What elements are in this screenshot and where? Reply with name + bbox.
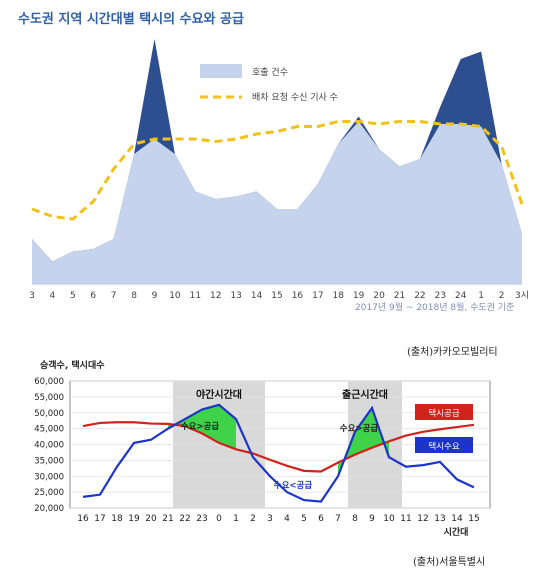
- x-tick-label: 10: [169, 291, 181, 301]
- demand-lt-supply-label: 수요<공급: [274, 481, 313, 491]
- x-tick-label: 8: [352, 514, 358, 524]
- chart2-xlabel: 시간대: [444, 526, 469, 538]
- x-tick-label: 16: [292, 291, 304, 301]
- driver-count-line: [31, 120, 524, 221]
- x-tick-label: 15: [271, 291, 282, 301]
- chart1-note: 2017년 9월 ~ 2018년 8월, 수도권 기준: [355, 303, 515, 313]
- x-tick-label: 22: [414, 291, 425, 301]
- x-tick-label: 15: [468, 514, 479, 524]
- y-tick-label: 40,000: [34, 441, 64, 451]
- night-band-label: 야간시간대: [196, 388, 242, 401]
- x-tick-label: 12: [417, 514, 428, 524]
- chart2-source: (출처)서울특별시: [413, 557, 486, 568]
- x-tick-label: 22: [179, 514, 190, 524]
- chart2-ylabel: 승객수, 택시대수: [40, 359, 105, 371]
- x-tick-label: 13: [434, 514, 445, 524]
- x-tick-label: 4: [50, 291, 56, 301]
- x-tick-label: 11: [400, 514, 411, 524]
- x-tick-label: 2: [250, 514, 256, 524]
- x-tick-label: 18: [111, 514, 123, 524]
- x-tick-label: 23: [435, 291, 446, 301]
- legend-supply-box: [415, 404, 473, 420]
- call-count-area: [32, 121, 522, 284]
- x-tick-label: 17: [312, 291, 323, 301]
- legend-demand-label: 택시수요: [428, 441, 459, 452]
- y-tick-label: 30,000: [34, 472, 64, 482]
- x-tick-label: 12: [210, 291, 221, 301]
- x-tick-label: 8: [131, 291, 137, 301]
- x-tick-label: 24: [455, 291, 467, 301]
- x-tick-label: 7: [111, 291, 117, 301]
- x-tick-label: 9: [369, 514, 375, 524]
- y-tick-label: 60,000: [34, 377, 64, 387]
- y-tick-label: 20,000: [34, 504, 64, 514]
- x-tick-label: 19: [128, 514, 140, 524]
- x-tick-label: 3: [29, 291, 35, 301]
- x-tick-label: 3: [267, 514, 273, 524]
- x-tick-label: 20: [145, 514, 157, 524]
- supply-line: [82, 421, 475, 473]
- x-tick-label: 9: [152, 291, 158, 301]
- chart1-source: (출처)카카오모빌리티: [407, 347, 498, 358]
- legend-supply-label: 택시공급: [428, 408, 459, 419]
- x-tick-label: 1: [233, 514, 239, 524]
- x-tick-label: 10: [383, 514, 395, 524]
- x-tick-label: 23: [196, 514, 207, 524]
- x-tick-label: 19: [353, 291, 365, 301]
- y-tick-label: 55,000: [34, 393, 64, 403]
- night-excess-area: [168, 404, 236, 450]
- y-tick-label: 50,000: [34, 409, 64, 419]
- legend-area-label: 호출 건수: [252, 67, 288, 78]
- x-tick-label: 20: [373, 291, 385, 301]
- commute-demand-gt-supply: 수요>공급: [340, 424, 379, 434]
- x-tick-label: 21: [162, 514, 173, 524]
- x-tick-label: 18: [333, 291, 345, 301]
- x-tick-label: 13: [230, 291, 241, 301]
- commute-band-label: 출근시간대: [342, 388, 388, 401]
- x-tick-label: 14: [251, 291, 263, 301]
- x-tick-label: 16: [77, 514, 89, 524]
- x-tick-label: 14: [451, 514, 463, 524]
- x-tick-label: 4: [284, 514, 290, 524]
- commute-excess-area: [338, 407, 389, 477]
- x-tick-label: 5: [70, 291, 76, 301]
- chart1-plot: 3 4 5 6 7 8 9 10 11 12 13 14 15 16 17 18 19 20 21 22 23 24 1 2 3…: [29, 39, 529, 301]
- demand-line: [82, 403, 475, 503]
- x-tick-label: 11: [190, 291, 201, 301]
- night-demand-gt-supply: 수요>공급: [181, 422, 220, 432]
- x-tick-label: 21: [394, 291, 405, 301]
- x-tick-label: 17: [94, 514, 105, 524]
- x-tick-label: 5: [301, 514, 307, 524]
- y-tick-label: 35,000: [34, 456, 64, 466]
- x-tick-label: 6: [318, 514, 324, 524]
- legend-line-label: 배차 요청 수신 기사 수: [252, 91, 338, 103]
- chart1-title: 수도권 지역 시간대별 택시의 수요와 공급: [18, 12, 244, 27]
- y-tick-label: 25,000: [34, 488, 64, 498]
- x-tick-label: 3시: [515, 290, 529, 301]
- x-tick-label: 2: [499, 291, 505, 301]
- x-tick-label: 7: [335, 514, 341, 524]
- y-tick-label: 45,000: [34, 425, 64, 435]
- x-tick-label: 0: [216, 514, 222, 524]
- x-tick-label: 1: [478, 291, 484, 301]
- legend-demand-box: [415, 437, 473, 453]
- legend-area-swatch: [200, 64, 242, 78]
- x-tick-label: 6: [90, 291, 96, 301]
